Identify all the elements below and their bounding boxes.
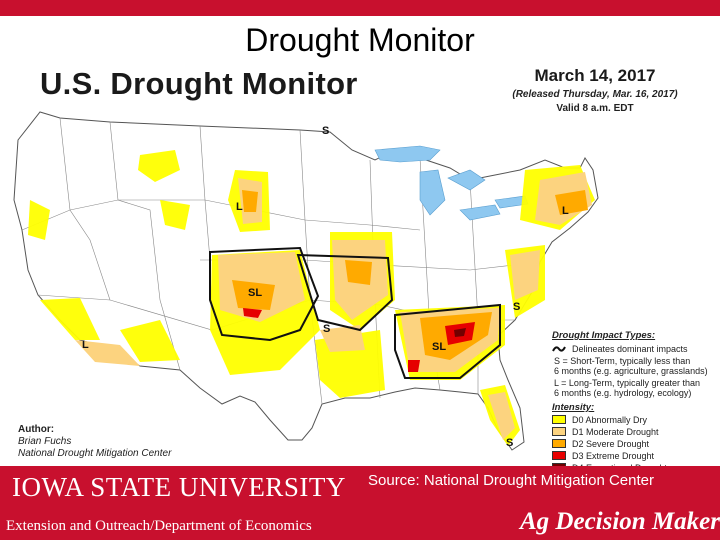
- legend-level-d3: D3 Extreme Drought: [552, 450, 717, 461]
- swatch-d1: [552, 427, 566, 436]
- impact-label: S: [506, 437, 513, 449]
- footer-bar: [0, 466, 720, 540]
- impact-label: L: [82, 339, 89, 351]
- author-name: Brian Fuchs: [18, 436, 72, 447]
- map-date: March 14, 2017: [534, 66, 656, 85]
- slide-title: Drought Monitor: [245, 22, 475, 58]
- legend-level-d0: D0 Abnormally Dry: [552, 414, 717, 425]
- source-text: Source: National Drought Mitigation Cent…: [368, 472, 654, 489]
- impact-types-title: Drought Impact Types:: [552, 330, 656, 341]
- impact-label: S: [323, 323, 330, 335]
- level-label: D2 Severe Drought: [572, 438, 650, 449]
- level-label: D3 Extreme Drought: [572, 450, 655, 461]
- release-date: (Released Thursday, Mar. 16, 2017): [512, 89, 678, 100]
- map-legend: Drought Impact Types: Delineates dominan…: [552, 330, 717, 473]
- impact-label: L: [236, 201, 243, 213]
- author-block: Author: Brian Fuchs National Drought Mit…: [18, 424, 171, 460]
- university-logo-text: IOWA STATE UNIVERSITY: [12, 472, 346, 502]
- legend-level-d1: D1 Moderate Drought: [552, 426, 717, 437]
- impact-boundaries: [209, 246, 501, 379]
- impact-label: SL: [432, 341, 446, 353]
- extension-text: Extension and Outreach/Department of Eco…: [6, 518, 312, 534]
- long-term-note: L = Long-Term, typically greater than 6 …: [554, 378, 717, 398]
- level-label: D1 Moderate Drought: [572, 426, 659, 437]
- boundary-line-icon: [552, 346, 566, 352]
- impact-label: SL: [248, 287, 262, 299]
- swatch-d2: [552, 439, 566, 448]
- d4-areas: [454, 328, 466, 337]
- long-term-line-1: L = Long-Term, typically greater than: [554, 378, 700, 388]
- impact-delineation-row: Delineates dominant impacts: [552, 344, 717, 354]
- intensity-title: Intensity:: [552, 402, 595, 413]
- drought-map: L SL S S SL L S S L: [13, 111, 599, 451]
- impact-labels: L SL S S SL L S S L: [82, 125, 569, 449]
- legend-level-d2: D2 Severe Drought: [552, 438, 717, 449]
- map-heading: U.S. Drought Monitor: [40, 66, 358, 101]
- delineates-label: Delineates dominant impacts: [572, 344, 688, 354]
- level-label: D0 Abnormally Dry: [572, 414, 648, 425]
- date-block: March 14, 2017 (Released Thursday, Mar. …: [480, 66, 710, 114]
- top-accent-bar: [0, 0, 720, 16]
- author-org: National Drought Mitigation Center: [18, 448, 172, 459]
- great-lakes: [374, 145, 529, 221]
- long-term-line-2: 6 months (e.g. hydrology, ecology): [554, 388, 692, 398]
- author-label: Author:: [18, 424, 55, 435]
- brand-text: Ag Decision Maker: [520, 508, 720, 535]
- short-term-line-1: S = Short-Term, typically less than: [554, 356, 691, 366]
- short-term-line-2: 6 months (e.g. agriculture, grasslands): [554, 366, 708, 376]
- swatch-d3: [552, 451, 566, 460]
- impact-label: S: [513, 301, 520, 313]
- impact-label: S: [322, 125, 329, 137]
- swatch-d0: [552, 415, 566, 424]
- impact-label: L: [562, 205, 569, 217]
- valid-time: Valid 8 a.m. EDT: [556, 103, 634, 114]
- short-term-note: S = Short-Term, typically less than 6 mo…: [554, 356, 717, 376]
